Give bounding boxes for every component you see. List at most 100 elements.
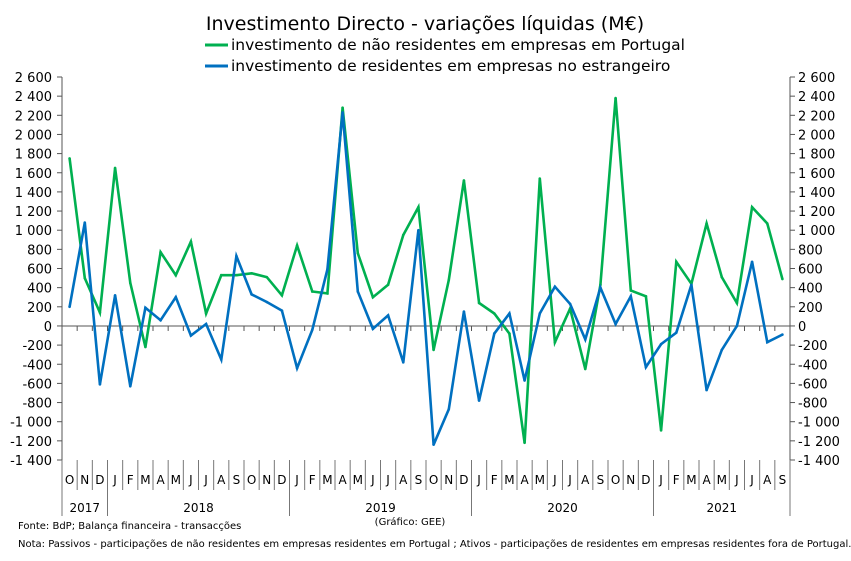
data-point bbox=[144, 306, 147, 310]
month-label: J bbox=[567, 473, 572, 487]
data-point bbox=[386, 314, 390, 317]
data-point bbox=[538, 177, 542, 180]
y-tick-label-left: 1 400 bbox=[15, 186, 52, 201]
data-point bbox=[417, 205, 420, 209]
month-label: J bbox=[385, 473, 390, 487]
data-point bbox=[659, 342, 663, 346]
data-point bbox=[295, 244, 299, 247]
year-label: 2018 bbox=[183, 501, 214, 515]
data-point bbox=[674, 331, 678, 334]
year-label: 2019 bbox=[365, 501, 396, 515]
month-label: M bbox=[535, 473, 545, 487]
month-label: O bbox=[65, 473, 74, 487]
month-label: N bbox=[262, 473, 271, 487]
data-point bbox=[174, 295, 178, 299]
data-point bbox=[144, 345, 147, 349]
month-label: O bbox=[611, 473, 620, 487]
y-tick-label-left: 2 400 bbox=[15, 90, 52, 105]
data-point bbox=[401, 233, 405, 237]
data-point bbox=[235, 254, 238, 258]
data-point bbox=[583, 338, 587, 341]
data-point bbox=[280, 294, 284, 297]
data-point bbox=[250, 271, 253, 275]
data-point bbox=[341, 106, 344, 109]
month-label: A bbox=[581, 473, 590, 487]
y-tick-label-left: -1 000 bbox=[10, 416, 52, 431]
footnote: Nota: Passivos - participações de não re… bbox=[18, 539, 851, 550]
year-label: 2021 bbox=[706, 501, 737, 515]
y-tick-label-right: 1 800 bbox=[798, 148, 835, 163]
chart-credit: (Gráfico: GEE) bbox=[375, 516, 446, 528]
data-point bbox=[265, 300, 269, 304]
month-label: F bbox=[491, 473, 498, 487]
y-tick-label-left: 1 000 bbox=[15, 224, 52, 239]
data-point bbox=[159, 250, 162, 254]
data-point bbox=[492, 332, 496, 335]
data-point bbox=[674, 260, 678, 264]
data-point bbox=[720, 348, 724, 352]
data-point bbox=[735, 301, 739, 305]
y-tick-label-right: -600 bbox=[798, 377, 828, 392]
data-point bbox=[204, 312, 208, 315]
month-label: J bbox=[552, 473, 557, 487]
legend-label: investimento de residentes em empresas n… bbox=[231, 57, 670, 75]
data-point bbox=[356, 251, 360, 255]
data-point bbox=[568, 302, 572, 306]
month-label: M bbox=[140, 473, 150, 487]
month-label: M bbox=[686, 473, 696, 487]
month-label: D bbox=[95, 473, 104, 487]
chart-title: Investimento Directo - variações líquida… bbox=[206, 13, 644, 35]
data-point bbox=[386, 283, 390, 287]
y-tick-label-left: 200 bbox=[27, 301, 52, 316]
data-point bbox=[765, 222, 769, 225]
data-point bbox=[189, 240, 193, 243]
month-label: A bbox=[520, 473, 529, 487]
data-point bbox=[174, 273, 178, 277]
month-label: O bbox=[247, 473, 256, 487]
month-label: J bbox=[370, 473, 375, 487]
data-point bbox=[781, 333, 784, 336]
y-tick-label-right: -1 200 bbox=[798, 435, 840, 450]
y-tick-label-right: -200 bbox=[798, 339, 828, 354]
data-point bbox=[250, 293, 253, 296]
data-point bbox=[462, 310, 466, 313]
data-point bbox=[310, 290, 314, 293]
data-point bbox=[371, 295, 375, 299]
y-tick-label-right: -1 400 bbox=[798, 454, 840, 469]
data-point bbox=[508, 332, 511, 335]
data-point bbox=[280, 309, 284, 312]
year-label: 2020 bbox=[547, 501, 578, 515]
month-label: N bbox=[80, 473, 89, 487]
data-point bbox=[113, 294, 117, 297]
data-point bbox=[644, 365, 648, 369]
data-point bbox=[705, 388, 708, 392]
y-tick-label-right: 800 bbox=[798, 243, 823, 258]
data-point bbox=[523, 441, 526, 445]
y-tick-label-left: 1 200 bbox=[15, 205, 52, 220]
month-label: J bbox=[294, 473, 299, 487]
data-point bbox=[492, 312, 496, 315]
data-point bbox=[83, 221, 87, 224]
month-label: A bbox=[399, 473, 408, 487]
y-tick-label-left: 2 000 bbox=[15, 128, 52, 143]
data-point bbox=[477, 301, 481, 305]
data-point bbox=[614, 96, 617, 100]
data-point bbox=[341, 111, 344, 114]
data-point bbox=[235, 273, 238, 277]
data-point bbox=[720, 275, 724, 279]
data-point bbox=[765, 340, 769, 344]
series-line-1 bbox=[68, 97, 784, 443]
data-point bbox=[326, 292, 329, 295]
data-point bbox=[462, 179, 466, 182]
month-label: S bbox=[233, 473, 241, 487]
data-point bbox=[553, 340, 557, 344]
y-tick-label-right: -400 bbox=[798, 358, 828, 373]
data-point bbox=[432, 348, 435, 352]
y-tick-label-right: -800 bbox=[798, 397, 828, 412]
y-tick-label-left: 600 bbox=[27, 263, 52, 278]
month-label: M bbox=[717, 473, 727, 487]
y-tick-label-left: -200 bbox=[22, 339, 52, 354]
data-point bbox=[781, 277, 784, 281]
month-label: J bbox=[749, 473, 754, 487]
y-tick-label-left: 2 600 bbox=[15, 71, 52, 86]
